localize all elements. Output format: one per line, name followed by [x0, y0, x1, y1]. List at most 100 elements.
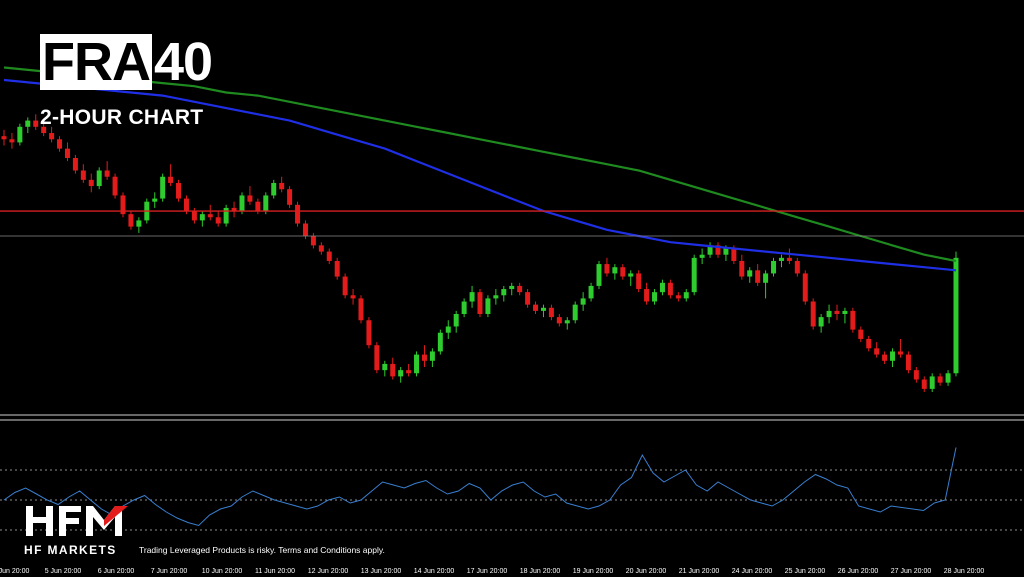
candle	[25, 117, 31, 134]
title-highlight: FRA	[40, 32, 152, 92]
candle	[390, 357, 396, 380]
candle-body	[223, 207, 229, 224]
x-tick-label: 10 Jun 20:00	[201, 568, 243, 575]
candle	[858, 326, 864, 343]
candle	[937, 373, 943, 386]
candle-body	[771, 260, 777, 274]
candle-body	[604, 264, 610, 274]
candle	[866, 335, 872, 352]
candle	[945, 370, 951, 386]
hfm-logo-icon	[26, 506, 128, 536]
candle-body	[183, 198, 189, 212]
candle	[326, 248, 332, 265]
candle-body	[747, 270, 753, 277]
candle	[556, 314, 562, 327]
candle	[398, 367, 404, 383]
x-tick-label: 18 Jun 20:00	[519, 568, 561, 575]
candle	[707, 242, 713, 258]
candle-body	[596, 264, 602, 286]
candle	[96, 167, 102, 190]
candle-body	[414, 354, 420, 374]
candle	[406, 363, 412, 377]
candle	[215, 211, 221, 227]
candle-body	[897, 351, 903, 355]
candle	[1, 129, 7, 146]
candle	[644, 282, 650, 305]
candle-body	[485, 298, 491, 314]
candle-body	[128, 214, 134, 227]
candle	[350, 289, 356, 305]
candle-body	[699, 254, 705, 258]
candle-body	[548, 307, 554, 318]
candle-body	[88, 179, 94, 187]
candle-body	[25, 120, 31, 127]
candle-body	[247, 195, 253, 202]
candle-body	[255, 201, 261, 212]
candle	[80, 164, 86, 183]
candle-body	[739, 260, 745, 277]
candle	[358, 295, 364, 324]
candle-body	[104, 170, 110, 177]
candle	[683, 289, 689, 302]
candle	[525, 289, 531, 308]
candle-body	[501, 289, 507, 296]
x-tick-label: 24 Jun 20:00	[731, 568, 773, 575]
x-tick-label: 12 Jun 20:00	[307, 568, 349, 575]
x-axis: Jun 20:00 5 Jun 20:00 6 Jun 20:00 7 Jun 20:…	[0, 568, 1024, 577]
candle-body	[802, 273, 808, 302]
candle-body	[778, 257, 784, 261]
candle	[691, 254, 697, 296]
candle	[469, 285, 475, 308]
x-tick-label: 6 Jun 20:00	[97, 568, 135, 575]
candle	[9, 133, 15, 149]
candle	[88, 173, 94, 193]
candle-body	[199, 214, 205, 221]
candle-body	[525, 292, 531, 305]
candle	[223, 204, 229, 227]
candle-body	[905, 354, 911, 371]
risk-disclaimer: Trading Leveraged Products is risky. Ter…	[139, 545, 385, 555]
candle	[485, 295, 491, 318]
candle-body	[858, 329, 864, 339]
candle-body	[445, 326, 451, 333]
candle-body	[945, 373, 951, 383]
candle-body	[9, 139, 15, 143]
candle	[509, 282, 515, 296]
candle	[850, 307, 856, 333]
candle	[453, 310, 459, 333]
candle-body	[318, 245, 324, 252]
x-tick-label: 14 Jun 20:00	[413, 568, 455, 575]
candle	[786, 248, 792, 265]
candle	[295, 201, 301, 227]
candle-body	[358, 298, 364, 321]
candle	[461, 298, 467, 318]
x-tick-label: 20 Jun 20:00	[625, 568, 667, 575]
candle-body	[57, 139, 63, 149]
candle	[160, 173, 166, 202]
candle	[128, 211, 134, 230]
candle-body	[263, 195, 269, 212]
candle-body	[572, 304, 578, 321]
candle	[604, 257, 610, 277]
candle-body	[509, 285, 515, 290]
candle-body	[429, 351, 435, 361]
candle	[207, 204, 213, 221]
candle-body	[794, 260, 800, 274]
candle	[17, 123, 23, 146]
candle	[176, 179, 182, 202]
candle-body	[731, 248, 737, 261]
candle-body	[588, 285, 594, 299]
candle-body	[374, 345, 380, 371]
candle-body	[287, 189, 293, 205]
candle	[675, 292, 681, 302]
candle-body	[580, 298, 586, 305]
candle-body	[691, 257, 697, 293]
candle-body	[437, 332, 443, 352]
candle	[890, 348, 896, 368]
candle-body	[33, 120, 39, 127]
candle-body	[334, 260, 340, 277]
candle-body	[707, 245, 713, 255]
candle-body	[406, 370, 412, 374]
candle-body	[937, 376, 943, 383]
x-tick-label: 19 Jun 20:00	[572, 568, 614, 575]
